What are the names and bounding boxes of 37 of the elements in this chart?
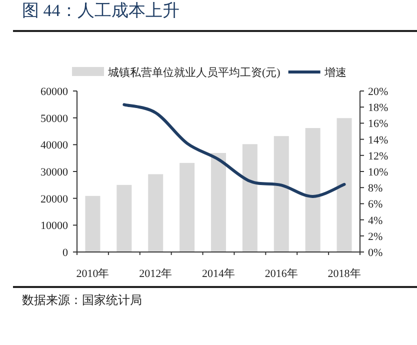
y-tick-label: 30000 [40, 166, 68, 178]
y2-tick-label: 16% [368, 118, 388, 130]
x-tick-label: 2010年 [76, 268, 110, 280]
y-tick-label: 60000 [40, 86, 68, 98]
bar [180, 162, 195, 252]
x-tick-label: 2014年 [202, 268, 235, 280]
bar [305, 128, 320, 252]
legend-label: 增速 [323, 66, 346, 79]
chart-title: 图 44：人工成本上升 [22, 1, 180, 20]
y2-tick-label: 18% [368, 102, 388, 114]
bar [85, 196, 100, 252]
y2-tick-label: 14% [368, 134, 388, 146]
source-note: 数据来源：国家统计局 [22, 293, 142, 307]
y2-tick-label: 0% [368, 247, 383, 259]
bar [116, 184, 132, 252]
y-tick-label: 20000 [40, 193, 68, 206]
bar [211, 152, 226, 252]
bar [242, 144, 258, 252]
y2-tick-label: 4% [368, 214, 383, 227]
y-tick-label: 50000 [40, 112, 68, 125]
y-tick-label: 40000 [40, 140, 68, 152]
bar [148, 174, 164, 252]
y2-tick-label: 10% [368, 166, 388, 178]
x-tick-label: 2018年 [328, 268, 361, 280]
line-series [122, 103, 346, 198]
y2-tick-label: 8% [368, 182, 383, 195]
y2-tick-label: 12% [368, 150, 388, 162]
legend-label: 城镇私营单位就业人员平均工资(元) [107, 66, 281, 79]
x-tick-label: 2016年 [264, 268, 298, 280]
x-tick-label: 2012年 [139, 268, 172, 280]
y-tick-label: 10000 [40, 220, 68, 232]
y2-tick-label: 20% [368, 86, 388, 98]
y2-tick-label: 2% [368, 230, 383, 243]
bar [274, 136, 289, 252]
y2-tick-label: 6% [368, 198, 383, 211]
y-tick-label: 0 [62, 247, 68, 259]
bar [336, 118, 352, 252]
